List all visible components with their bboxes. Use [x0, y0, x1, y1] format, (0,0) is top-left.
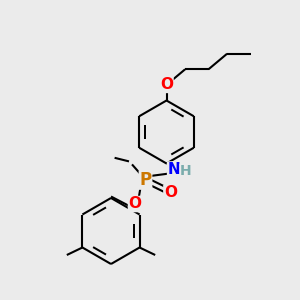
- Text: H: H: [180, 164, 191, 178]
- Text: O: O: [160, 77, 173, 92]
- Text: O: O: [164, 185, 177, 200]
- Text: O: O: [128, 196, 142, 211]
- Text: P: P: [140, 171, 152, 189]
- Text: N: N: [168, 162, 180, 177]
